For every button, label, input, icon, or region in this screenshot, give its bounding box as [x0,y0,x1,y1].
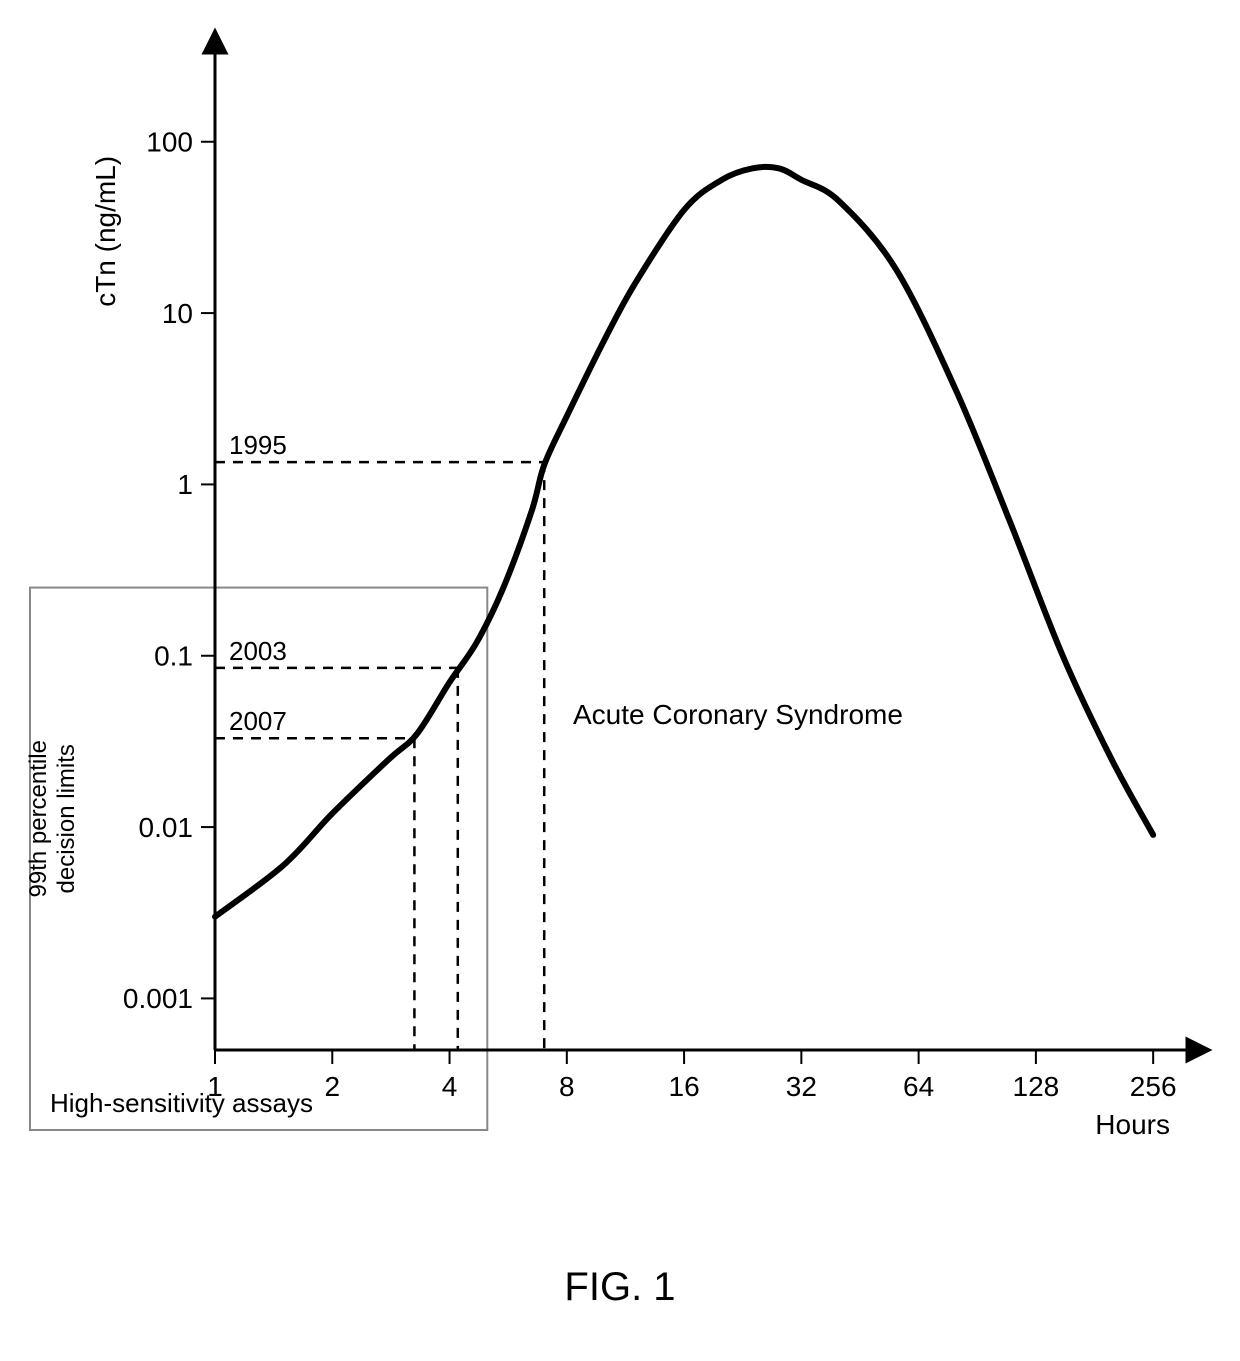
x-tick-label: 2 [324,1071,340,1102]
y-tick-label: 100 [146,127,193,158]
threshold-year-label: 1995 [229,430,287,460]
x-tick-label: 64 [903,1071,934,1102]
x-tick-label: 1 [207,1071,223,1102]
x-tick-label: 128 [1013,1071,1060,1102]
threshold-year-label: 2007 [229,706,287,736]
x-tick-label: 8 [559,1071,575,1102]
y-tick-label: 0.001 [123,983,193,1014]
y-axis-label: cTn (ng/mL) [90,156,121,307]
inset-bottom-label: High-sensitivity assays [50,1088,313,1118]
inset-side-label: 99th percentiledecision limits [25,740,80,897]
x-tick-label: 4 [442,1071,458,1102]
chart-svg: 99th percentiledecision limits High-sensi… [0,0,1240,1361]
x-tick-label: 256 [1130,1071,1177,1102]
threshold-year-label: 2003 [229,636,287,666]
y-tick-label: 10 [162,298,193,329]
x-tick-label: 32 [786,1071,817,1102]
y-tick-label: 1 [177,469,193,500]
y-tick-label: 0.1 [154,641,193,672]
figure-caption: FIG. 1 [564,1265,675,1309]
troponin-curve [215,167,1153,917]
y-tick-label: 0.01 [139,812,194,843]
x-axis-label: Hours [1095,1109,1170,1140]
region-label: Acute Coronary Syndrome [573,699,903,730]
x-tick-label: 16 [669,1071,700,1102]
figure-page: 99th percentiledecision limits High-sensi… [0,0,1240,1361]
